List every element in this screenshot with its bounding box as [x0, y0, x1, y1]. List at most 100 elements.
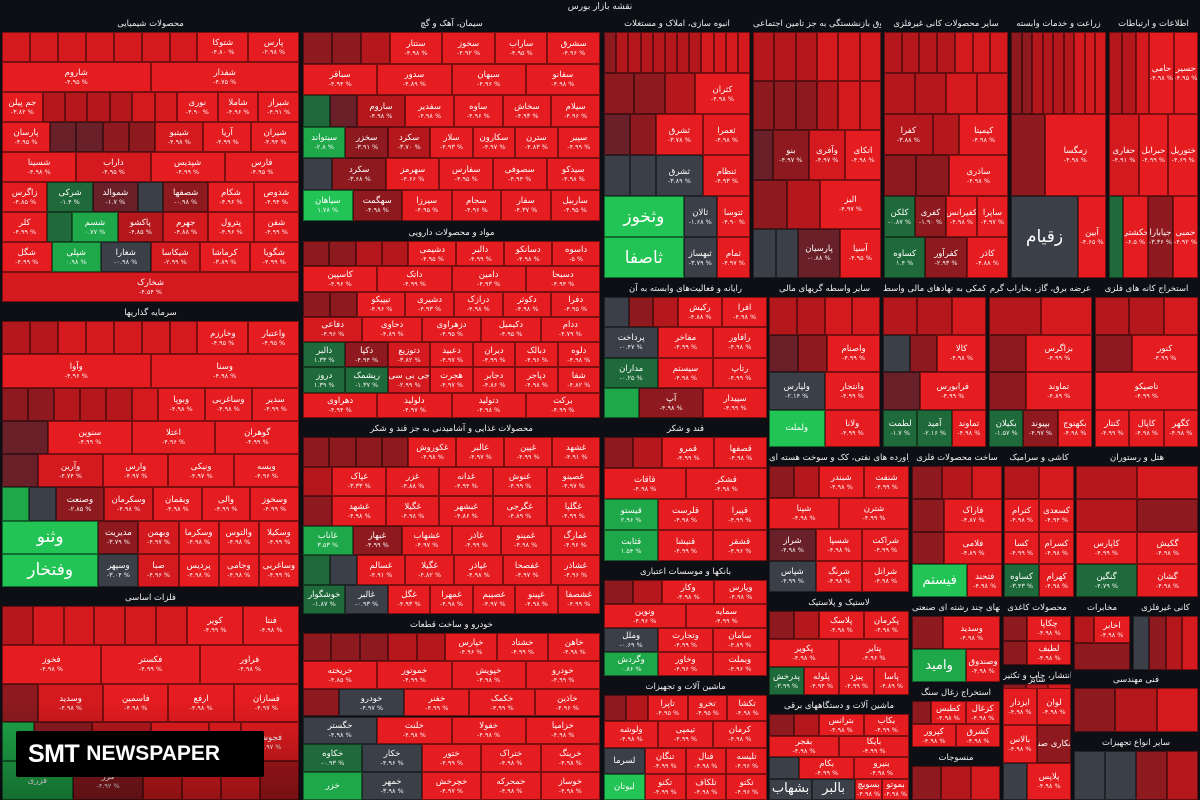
stock-tile-small[interactable] [138, 182, 163, 212]
stock-tile[interactable]: جهرم -۴.۸۸ % [163, 212, 209, 242]
stock-tile-small[interactable] [1003, 640, 1028, 665]
stock-tile[interactable]: غصیبم -۴.۹۷ % [472, 584, 516, 614]
stock-tile-small[interactable] [774, 81, 796, 131]
stock-tile[interactable]: غگل -۴.۹۳ % [387, 584, 431, 614]
stock-tile-small[interactable] [329, 555, 357, 585]
stock-tile[interactable]: غگیلا -۴.۹۸ % [385, 496, 440, 526]
stock-tile[interactable]: پاکشو -۴.۸۵ % [117, 212, 163, 242]
stock-tile[interactable]: شنفت -۴.۹۹ % [863, 466, 909, 498]
stock-tile[interactable]: وسدید -۴.۹۸ % [37, 683, 104, 723]
stock-tile-small[interactable] [42, 92, 66, 122]
stock-tile[interactable]: شتوکا -۴.۸۰ % [197, 32, 249, 62]
stock-tile[interactable]: کاسپین -۴.۹۶ % [303, 266, 378, 292]
stock-tile-small[interactable] [901, 32, 920, 73]
stock-tile[interactable]: دتولید -۴.۹۸ % [451, 392, 526, 418]
stock-tile[interactable]: غگلپا -۴.۹۹ % [546, 496, 600, 526]
stock-tile[interactable]: ساوه -۴.۹۶ % [453, 95, 503, 127]
stock-tile-small[interactable] [912, 466, 942, 499]
sector-title[interactable]: هتل و رستوران [1110, 453, 1164, 463]
stock-tile[interactable]: کساوه -۳.۴۳ % [1004, 564, 1039, 597]
stock-tile[interactable]: کفرا -۳.۸۸ % [884, 114, 933, 155]
stock-tile[interactable]: خرینگ -۴.۹۸ % [540, 744, 600, 773]
sector-title[interactable]: استخراج کانه های فلزی [1104, 284, 1189, 294]
stock-tile[interactable]: کرماشا -۳.۸۹ % [200, 242, 250, 272]
stock-tile[interactable]: بالاس -۴.۹۸ % [1003, 725, 1037, 763]
stock-tile[interactable]: دامین -۴.۹۳ % [451, 266, 526, 292]
stock-tile[interactable]: خپارس -۴.۹۶ % [445, 633, 497, 661]
stock-tile-small[interactable] [859, 81, 881, 131]
stock-tile-small[interactable] [2, 420, 49, 454]
stock-tile-small[interactable] [989, 297, 1041, 335]
stock-tile[interactable]: کیمیتا -۴.۹۸ % [959, 114, 1008, 155]
stock-tile[interactable]: غمینو -۴.۹۸ % [501, 525, 551, 555]
stock-tile[interactable]: ولملت [769, 409, 825, 447]
stock-tile[interactable]: کویر -۴.۹۹ % [186, 606, 243, 645]
stock-tile-small[interactable] [883, 297, 918, 335]
stock-tile-small[interactable] [915, 73, 946, 114]
stock-tile-small[interactable] [937, 32, 955, 73]
stock-tile[interactable]: غنوش -۴.۹۹ % [493, 466, 547, 496]
stock-tile[interactable]: قیستو ۲.۹۶ % [604, 499, 659, 530]
stock-tile[interactable]: کزغال -۴.۹۸ % [965, 701, 1000, 724]
stock-tile[interactable]: بترانس -۴.۹۸ % [818, 714, 864, 736]
stock-tile-small[interactable] [753, 130, 773, 180]
stock-tile[interactable]: غشهد -۴.۹۱ % [552, 437, 600, 467]
sector-title[interactable]: صندوق بازنشستگی به جز تامین اجتماعی [753, 19, 881, 29]
stock-tile[interactable]: وگردش ۰.۸۶ % [604, 652, 659, 676]
stock-tile-small[interactable] [1003, 762, 1028, 800]
stock-tile-small[interactable] [769, 297, 797, 335]
stock-tile[interactable]: کاذر -۴.۸۸ % [966, 237, 1008, 278]
sector-title[interactable]: خودرو و ساخت قطعات [410, 620, 493, 630]
stock-tile[interactable]: بنو -۴.۹۷ % [772, 130, 809, 180]
stock-tile[interactable]: زاگرس -۴.۸۵ % [2, 182, 48, 212]
stock-tile-small[interactable] [2, 606, 33, 645]
stock-tile[interactable]: مداران -۰.۲۵ % [604, 357, 659, 388]
stock-tile[interactable]: شبندر -۴.۹۸ % [818, 466, 864, 498]
stock-tile-small[interactable] [977, 73, 1008, 114]
stock-tile-small[interactable] [1129, 297, 1164, 335]
stock-tile[interactable]: زقیام [1011, 196, 1079, 278]
stock-tile-small[interactable] [919, 32, 938, 73]
stock-tile-small[interactable] [329, 437, 356, 467]
stock-tile-small[interactable] [753, 32, 775, 82]
sector-title[interactable]: کانی غیرفلزی [1141, 603, 1190, 613]
stock-tile[interactable]: قشکر -۴.۹۸ % [685, 468, 767, 499]
stock-tile[interactable]: شدوص -۴.۹۴ % [253, 182, 299, 212]
stock-tile[interactable]: شیران -۴.۹۴ % [251, 122, 299, 152]
stock-tile[interactable]: تاصیکو -۴.۹۹ % [1095, 372, 1198, 410]
stock-tile[interactable]: رکیش -۴.۸۸ % [677, 297, 723, 328]
stock-tile[interactable]: پارسیان -۰.۸۸ % [798, 228, 840, 278]
sector-title[interactable]: انبوه سازی، املاک و مستغلات [624, 19, 730, 29]
stock-tile-small[interactable] [824, 297, 853, 335]
stock-tile-small[interactable] [1076, 466, 1137, 499]
stock-tile[interactable]: تلکاف -۴.۹۸ % [685, 773, 727, 800]
stock-tile-small[interactable] [388, 633, 417, 661]
stock-tile[interactable]: پاسا -۴.۸۹ % [874, 667, 909, 695]
stock-tile[interactable]: ستتار -۴.۹۸ % [389, 32, 443, 64]
stock-tile-small[interactable] [737, 32, 750, 73]
stock-tile[interactable]: کلکن -۰.۸۷ % [884, 196, 915, 237]
stock-tile-small[interactable] [331, 633, 360, 661]
stock-tile[interactable]: وپارس -۴.۹۸ % [714, 580, 767, 604]
stock-tile[interactable]: وسکرمان -۴.۹۸ % [104, 487, 153, 521]
stock-tile[interactable]: کنور -۴.۹۹ % [1131, 334, 1198, 372]
stock-tile[interactable]: کرمان -۴.۹۸ % [712, 721, 767, 748]
stock-tile[interactable]: شپلی ۰.۹۸ % [51, 242, 101, 272]
stock-tile[interactable]: سخوز -۴.۹۲ % [442, 32, 495, 64]
stock-tile[interactable]: شرنگ -۴.۹۸ % [815, 560, 863, 592]
stock-tile[interactable]: کشرق -۴.۹۸ % [956, 724, 1000, 747]
stock-tile-small[interactable] [912, 616, 944, 649]
stock-tile-small[interactable] [359, 633, 389, 661]
stock-tile-small[interactable] [1074, 688, 1116, 732]
stock-tile[interactable]: اتکای -۴.۹۸ % [844, 130, 881, 180]
sector-title[interactable]: سرمایه گذاریها [124, 308, 177, 318]
stock-tile-small[interactable] [798, 334, 828, 372]
sector-title[interactable]: سایر [1028, 675, 1046, 685]
stock-tile-small[interactable] [1122, 32, 1136, 114]
stock-tile[interactable]: دعبید -۴.۹۷ % [430, 342, 473, 368]
stock-tile[interactable]: غمارگ -۴.۹۶ % [550, 525, 600, 555]
stock-tile[interactable]: ولوشه -۴.۹۸ % [604, 721, 659, 748]
stock-tile-small[interactable] [769, 757, 800, 779]
stock-tile[interactable]: آپ -۴.۹۸ % [639, 387, 704, 418]
stock-tile-small[interactable] [604, 437, 633, 468]
